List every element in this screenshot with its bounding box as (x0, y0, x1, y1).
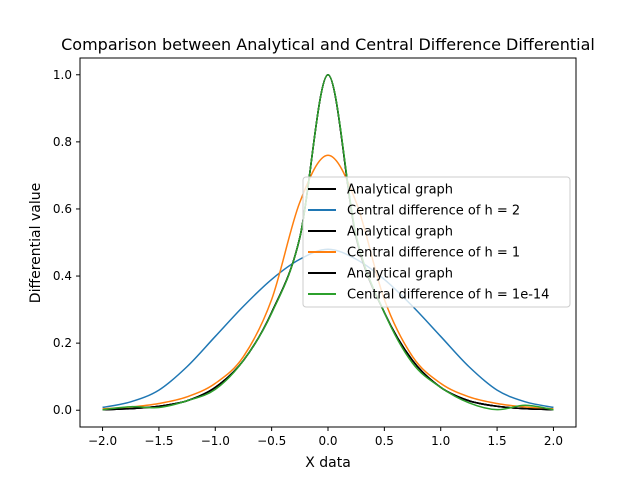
y-tick-label: 0.2 (53, 336, 72, 350)
x-tick-label: 0.5 (375, 434, 394, 448)
x-tick-label: 1.0 (431, 434, 450, 448)
x-tick-label: 2.0 (544, 434, 563, 448)
legend-entry-label: Analytical graph (347, 225, 453, 240)
legend-entry-label: Central difference of h = 1e-14 (347, 288, 549, 303)
y-tick-label: 0.0 (53, 403, 72, 417)
x-tick-label: −2.0 (88, 434, 117, 448)
y-tick-label: 0.8 (53, 135, 72, 149)
y-axis-label: Differential value (28, 183, 44, 303)
x-tick-label: −1.5 (144, 434, 173, 448)
x-tick-label: 0.0 (318, 434, 337, 448)
legend: Analytical graph Central difference of h … (302, 176, 571, 308)
x-axis: −2.0 −1.5 −1.0 −0.5 0.0 0.5 1.0 1.5 2.0 (88, 427, 563, 448)
x-tick-label: 1.5 (488, 434, 507, 448)
series-line-4 (102, 154, 554, 410)
y-tick-label: 0.6 (53, 202, 72, 216)
chart-title: Comparison between Analytical and Centra… (61, 35, 595, 54)
x-tick-label: −0.5 (257, 434, 286, 448)
series-line-6 (102, 74, 554, 411)
y-tick-label: 1.0 (53, 68, 72, 82)
y-axis: 0.0 0.2 0.4 0.6 0.8 1.0 (53, 68, 80, 417)
series-lines (102, 74, 554, 411)
legend-entry-label: Central difference of h = 2 (347, 204, 520, 219)
x-tick-label: −1.0 (201, 434, 230, 448)
x-axis-label: X data (305, 455, 351, 471)
legend-entry-label: Analytical graph (347, 267, 453, 282)
legend-box (302, 176, 571, 308)
y-tick-label: 0.4 (53, 269, 72, 283)
legend-entry-label: Central difference of h = 1 (347, 246, 520, 261)
legend-entry-label: Analytical graph (347, 183, 453, 198)
